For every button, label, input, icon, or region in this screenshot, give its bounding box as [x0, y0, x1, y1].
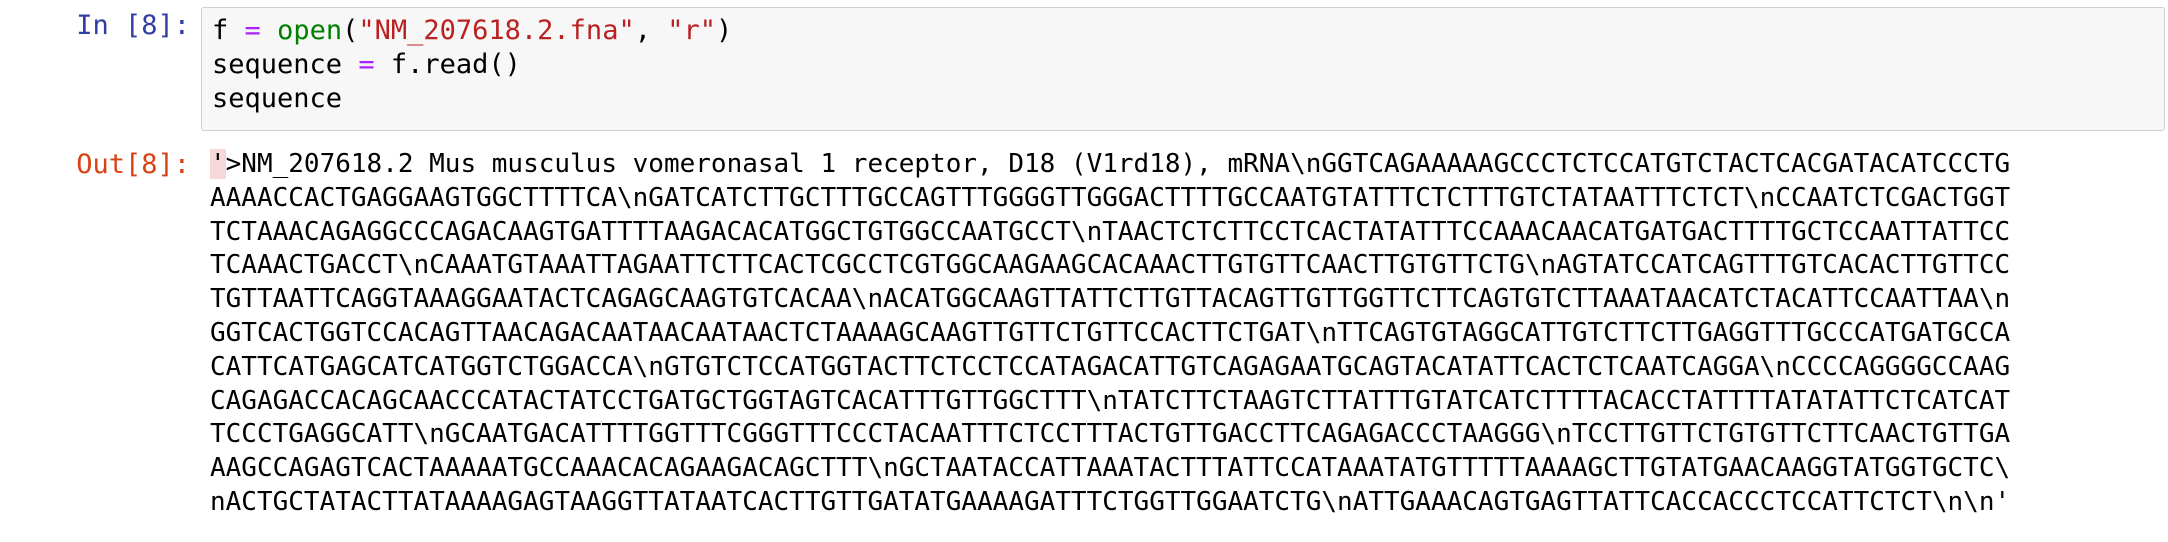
code-token-fn: open [277, 15, 343, 46]
code-line-2: sequence = f.read() [212, 48, 2164, 82]
output-line: TCTAAACAGAGGCCCAGACAAGTGATTTTAAGACACATGG… [210, 216, 2011, 247]
output-line: CAGAGACCACAGCAACCCATACTATCCTGATGCTGGTAGT… [210, 385, 2011, 416]
output-line: AAGCCAGAGTCACTAAAAATGCCAAACACAGAAGACAGCT… [210, 453, 2011, 484]
output-line: TGTTAATTCAGGTAAAGGAATACTCAGAGCAAGTGTCACA… [210, 284, 2011, 315]
output-line-text: >NM_207618.2 Mus musculus vomeronasal 1 … [225, 149, 2011, 179]
input-cell[interactable]: In [8]: f = open("NM_207618.2.fna", "r")… [0, 0, 2168, 140]
output-line: CATTCATGAGCATCATGGTCTGGACCA\nGTGTCTCCATG… [210, 351, 2011, 382]
code-token-call: f.read() [390, 49, 521, 80]
input-prompt: In [8]: [76, 10, 190, 41]
code-token-str-filename: "NM_207618.2.fna" [358, 15, 635, 46]
output-line: TCCCTGAGGCATT\nGCAATGACATTTTGGTTTCGGGTTT… [210, 419, 2011, 450]
code-token-comma: , [634, 15, 668, 46]
code-token-var: sequence [212, 49, 343, 80]
code-token-paren-open: ( [342, 15, 359, 46]
code-token-str-mode: "r" [667, 15, 716, 46]
output-line: GGTCACTGGTCCACAGTTAACAGACAATAACAATAACTCT… [210, 317, 2011, 348]
output-line: nACTGCTATACTTATAAAAGAGTAAGGTTATAATCACTTG… [210, 486, 2011, 517]
code-token-paren-close: ) [716, 15, 733, 46]
code-token-op: = [244, 15, 261, 46]
output-line: '>NM_207618.2 Mus musculus vomeronasal 1… [210, 148, 2160, 182]
code-token-op: = [358, 49, 375, 80]
code-token-var: f [212, 15, 229, 46]
string-quote-highlight: ' [210, 149, 226, 179]
output-line: AAAACCACTGAGGAAGTGGCTTTTCA\nGATCATCTTGCT… [210, 182, 2011, 213]
code-line-3: sequence [212, 83, 343, 114]
output-line: TCAAACTGACCT\nCAAATGTAAATTAGAATTCTTCACTC… [210, 250, 2011, 281]
output-prompt: Out[8]: [76, 149, 190, 180]
code-line-1: f = open("NM_207618.2.fna", "r") [212, 14, 2164, 48]
output-area: '>NM_207618.2 Mus musculus vomeronasal 1… [210, 148, 2160, 520]
output-cell: Out[8]: [0, 140, 2168, 542]
code-editor[interactable]: f = open("NM_207618.2.fna", "r") sequenc… [201, 7, 2165, 131]
